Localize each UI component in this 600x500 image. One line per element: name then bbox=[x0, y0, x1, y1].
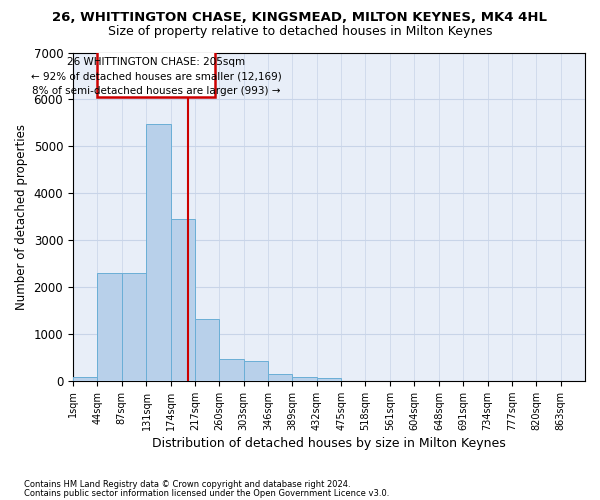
Text: 26, WHITTINGTON CHASE, KINGSMEAD, MILTON KEYNES, MK4 4HL: 26, WHITTINGTON CHASE, KINGSMEAD, MILTON… bbox=[53, 11, 548, 24]
Bar bbox=[122, 274, 146, 381]
Text: ← 92% of detached houses are smaller (12,169): ← 92% of detached houses are smaller (12… bbox=[31, 72, 281, 82]
Bar bbox=[268, 374, 292, 381]
Bar bbox=[73, 377, 97, 381]
Text: Size of property relative to detached houses in Milton Keynes: Size of property relative to detached ho… bbox=[108, 25, 492, 38]
Text: Contains public sector information licensed under the Open Government Licence v3: Contains public sector information licen… bbox=[24, 489, 389, 498]
Bar bbox=[171, 219, 195, 381]
Bar bbox=[97, 274, 122, 381]
Text: 8% of semi-detached houses are larger (993) →: 8% of semi-detached houses are larger (9… bbox=[32, 86, 280, 97]
Bar bbox=[97, 50, 215, 97]
Bar bbox=[146, 124, 171, 381]
Bar bbox=[220, 359, 244, 381]
Y-axis label: Number of detached properties: Number of detached properties bbox=[15, 124, 28, 310]
Bar bbox=[195, 319, 220, 381]
Bar bbox=[317, 378, 341, 381]
Text: 26 WHITTINGTON CHASE: 205sqm: 26 WHITTINGTON CHASE: 205sqm bbox=[67, 57, 245, 67]
Text: Contains HM Land Registry data © Crown copyright and database right 2024.: Contains HM Land Registry data © Crown c… bbox=[24, 480, 350, 489]
X-axis label: Distribution of detached houses by size in Milton Keynes: Distribution of detached houses by size … bbox=[152, 437, 506, 450]
Bar bbox=[292, 377, 317, 381]
Bar bbox=[244, 360, 268, 381]
